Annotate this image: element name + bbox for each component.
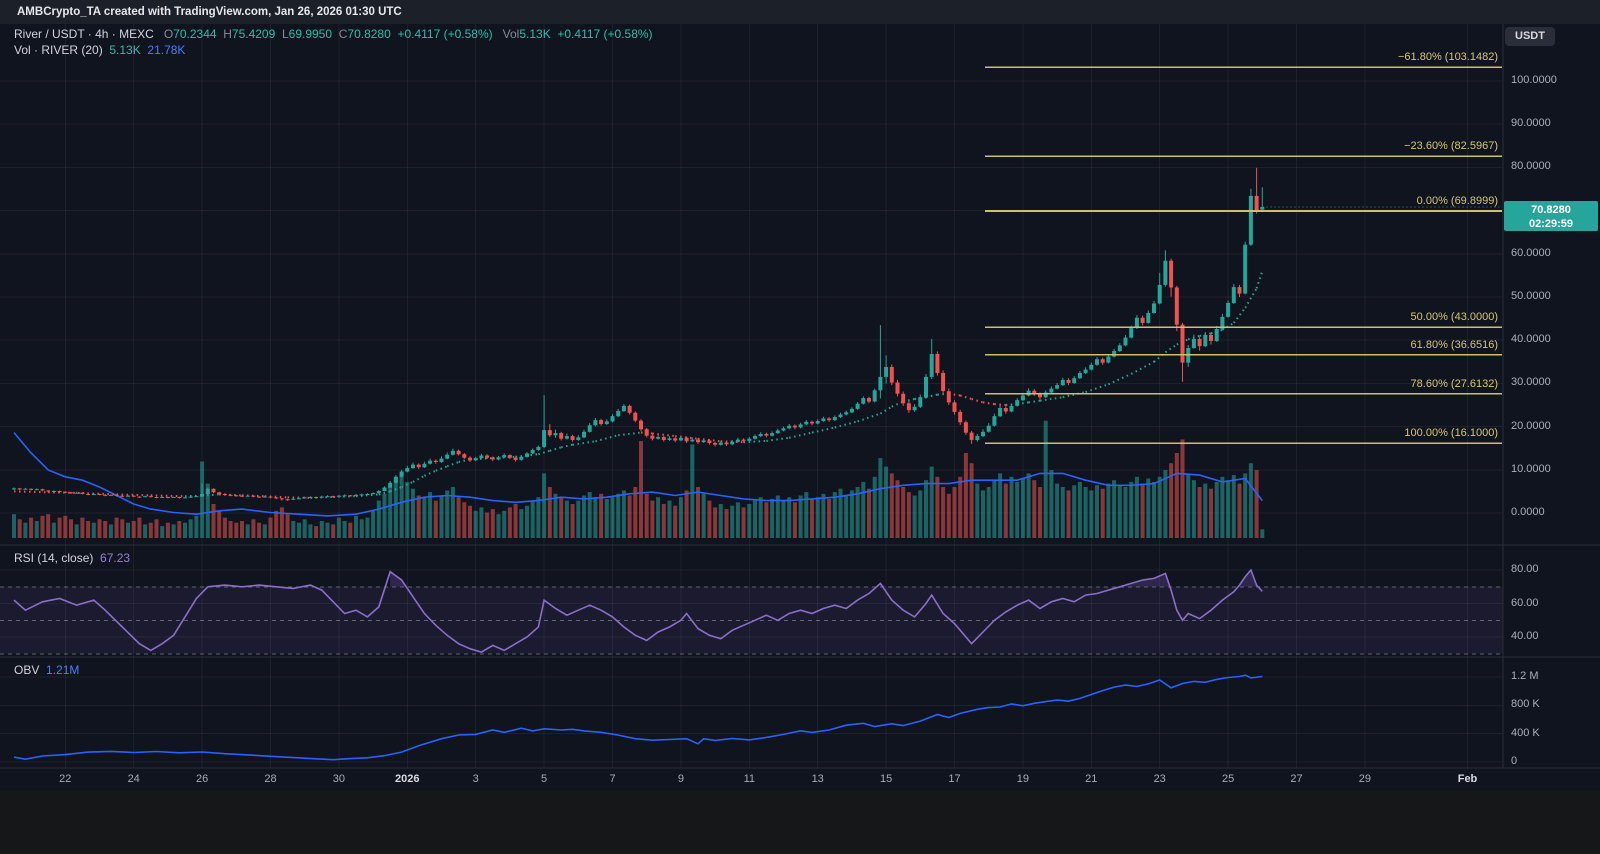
obv-tick-label: 800 K	[1511, 698, 1540, 711]
rsi-tick-label: 80.00	[1511, 563, 1539, 575]
time-tick-label: 3	[472, 773, 479, 785]
volume-indicator-label: Vol · RIVER (20)	[14, 43, 103, 57]
volume-indicator-row[interactable]: Vol · RIVER (20) 5.13K 21.78K	[14, 43, 185, 57]
time-tick-label: 17	[948, 773, 961, 785]
attribution-text: AMBCrypto_TA created with TradingView.co…	[17, 6, 402, 18]
symbol-legend-row[interactable]: River / USDT · 4h · MEXC O70.2344 H75.42…	[14, 27, 653, 41]
high-value: 75.4209	[231, 27, 276, 41]
vol-label: Vol	[502, 27, 520, 41]
vol-change: +0.4117 (+0.58%)	[557, 27, 653, 41]
close-label: C	[338, 27, 348, 41]
low-value: 69.9950	[288, 27, 333, 41]
attribution-bar: AMBCrypto_TA created with TradingView.co…	[0, 0, 1600, 24]
chart-canvas[interactable]: River / USDT · 4h · MEXC O70.2344 H75.42…	[0, 24, 1600, 790]
rsi-legend-row[interactable]: RSI (14, close) 67.23	[14, 551, 130, 565]
price-tick-label: 90.0000	[1511, 117, 1551, 130]
time-tick-label: 24	[127, 773, 140, 785]
price-tick-label: 60.0000	[1511, 246, 1551, 259]
time-tick-label: 29	[1358, 773, 1372, 785]
volume-current: 5.13K	[109, 43, 141, 57]
time-tick-label: 2026	[395, 773, 420, 785]
open-value: 70.2344	[173, 27, 217, 41]
fib-level-label: 61.80% (36.6516)	[1410, 338, 1498, 351]
vol-value: 5.13K	[519, 27, 551, 41]
fib-level-label: −23.60% (82.5967)	[1404, 140, 1498, 153]
fib-level-label: 50.00% (43.0000)	[1410, 311, 1498, 324]
time-tick-label: 23	[1153, 773, 1166, 785]
price-tick-label: 100.0000	[1511, 74, 1557, 86]
price-tick-label: 80.0000	[1511, 160, 1551, 173]
fib-level-label: 100.00% (16.1000)	[1404, 427, 1498, 440]
high-label: H	[223, 27, 232, 41]
currency-toggle-button[interactable]: USDT	[1505, 27, 1555, 46]
fib-level-label: 0.00% (69.8999)	[1416, 195, 1498, 208]
rsi-tick-label: 60.00	[1511, 596, 1539, 609]
rsi-tick-label: 40.00	[1511, 630, 1539, 642]
time-tick-label: 27	[1290, 773, 1303, 785]
obv-legend-row[interactable]: OBV 1.21M	[14, 663, 79, 677]
time-tick-label: 5	[541, 773, 548, 785]
obv-tick-label: 0	[1511, 755, 1518, 767]
price-tick-label: 40.0000	[1511, 333, 1551, 346]
change-value: +0.4117 (+0.58%)	[397, 27, 493, 41]
time-tick-label: 30	[332, 773, 346, 785]
fib-level-label: −61.80% (103.1482)	[1398, 51, 1498, 64]
obv-label: OBV	[14, 663, 40, 677]
time-axis[interactable]	[0, 768, 1503, 790]
countdown-timer: 02:29:59	[1528, 218, 1574, 230]
time-tick-label: 19	[1016, 773, 1030, 785]
open-label: O	[163, 27, 174, 41]
last-price: 70.8280	[1531, 204, 1571, 216]
obv-tick-label: 400 K	[1511, 726, 1540, 739]
price-axis[interactable]	[1503, 24, 1600, 768]
time-tick-label: 22	[59, 773, 72, 785]
chart-graphics	[0, 24, 1600, 769]
volume-ma: 21.78K	[147, 43, 186, 57]
symbol-title: River / USDT · 4h · MEXC	[14, 27, 154, 41]
close-value: 70.8280	[347, 27, 391, 41]
footer-bar: TradingView	[0, 790, 1600, 854]
time-tick-label: 9	[677, 773, 684, 785]
time-tick-label: 26	[195, 773, 209, 785]
price-tick-label: 30.0000	[1511, 376, 1551, 389]
price-tick-label: 0.0000	[1511, 506, 1545, 518]
price-tick-label: 50.0000	[1511, 290, 1551, 302]
time-tick-label: 25	[1221, 773, 1235, 785]
time-tick-label: 11	[743, 773, 755, 785]
time-tick-label: 28	[264, 773, 277, 785]
low-label: L	[281, 27, 289, 41]
time-tick-label: 21	[1085, 773, 1098, 785]
price-tick-label: 10.0000	[1511, 462, 1551, 475]
fib-level-label: 78.60% (27.6132)	[1410, 377, 1498, 390]
time-tick-label: 7	[609, 773, 616, 785]
obv-value: 1.21M	[46, 663, 80, 677]
rsi-value: 67.23	[100, 551, 131, 565]
obv-tick-label: 1.2 M	[1511, 670, 1539, 683]
rsi-label: RSI (14, close)	[14, 551, 94, 565]
last-price-badge: 70.8280 02:29:59	[1504, 201, 1598, 231]
time-tick-label: 15	[879, 773, 893, 785]
time-tick-label: 13	[811, 773, 824, 785]
time-tick-label: Feb	[1457, 773, 1478, 785]
price-tick-label: 20.0000	[1511, 419, 1551, 432]
